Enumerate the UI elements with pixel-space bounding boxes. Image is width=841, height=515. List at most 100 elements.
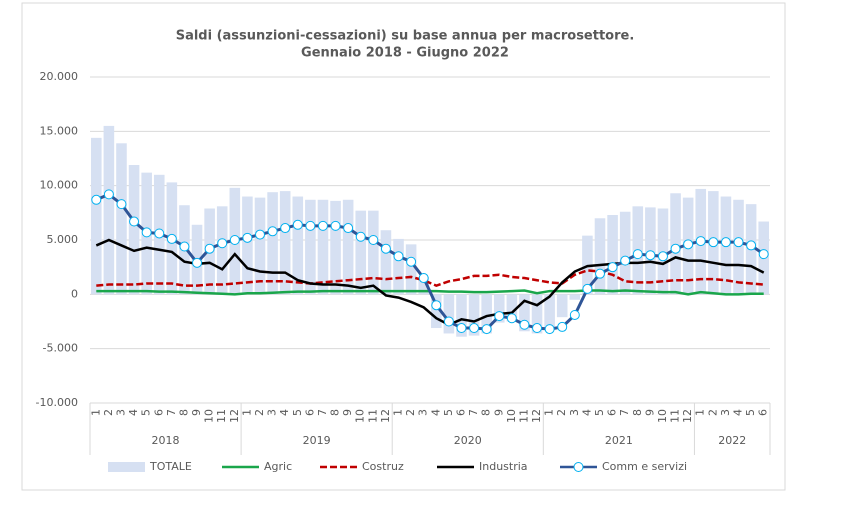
bar <box>91 137 102 295</box>
series-marker <box>179 241 190 252</box>
bar <box>355 210 367 295</box>
x-tick-label: 8 <box>631 409 644 416</box>
series-marker <box>380 243 391 254</box>
bar <box>103 125 115 295</box>
series-marker <box>129 216 140 227</box>
series-marker <box>620 255 631 266</box>
x-tick-label: 3 <box>417 409 430 416</box>
x-tick-label: 7 <box>165 409 178 416</box>
series-marker <box>481 324 492 335</box>
x-tick-label: 10 <box>656 409 669 423</box>
x-tick-label: 2 <box>555 409 568 416</box>
series-marker <box>355 231 366 242</box>
x-tick-label: 11 <box>366 409 379 423</box>
x-tick-label: 3 <box>266 409 279 416</box>
series-marker <box>544 324 555 335</box>
series-marker <box>141 227 152 238</box>
x-tick-label: 6 <box>303 409 316 416</box>
bar <box>254 197 266 295</box>
series-marker <box>431 300 442 311</box>
series-marker <box>229 235 240 245</box>
x-tick-label: 12 <box>379 409 392 423</box>
series-marker <box>116 199 127 210</box>
bar <box>556 294 568 318</box>
series-marker <box>758 249 769 260</box>
x-tick-label: 12 <box>530 409 543 423</box>
x-tick-label: 1 <box>240 409 253 416</box>
y-tick-label: 20.000 <box>40 70 79 83</box>
chart-title: Saldi (assunzioni-cessazioni) su base an… <box>176 29 635 44</box>
bar <box>594 218 606 295</box>
series-marker <box>582 283 593 294</box>
y-tick-label: 0 <box>71 287 78 300</box>
series-marker <box>418 273 429 284</box>
x-tick-label: 4 <box>429 409 442 416</box>
series-marker <box>720 237 731 248</box>
series-marker <box>166 233 177 244</box>
x-tick-label: 12 <box>228 409 241 423</box>
x-tick-label: 12 <box>681 409 694 423</box>
x-tick-label: 6 <box>757 409 770 416</box>
y-tick-label: 15.000 <box>40 124 79 137</box>
series-marker <box>657 251 668 262</box>
series-marker <box>192 257 203 268</box>
y-tick-label: 5.000 <box>47 233 79 246</box>
year-label: 2020 <box>454 434 482 447</box>
x-tick-label: 10 <box>354 409 367 423</box>
x-tick-label: 5 <box>140 409 153 416</box>
x-tick-label: 11 <box>669 409 682 423</box>
bar <box>405 244 417 295</box>
series-marker <box>519 319 530 330</box>
bar <box>519 294 530 332</box>
x-tick-label: 4 <box>127 409 140 416</box>
series-marker <box>317 220 328 231</box>
x-tick-label: 6 <box>606 409 619 416</box>
series-line <box>96 269 764 287</box>
series-marker <box>569 309 580 320</box>
x-tick-label: 5 <box>442 409 455 416</box>
bar <box>418 276 429 295</box>
bar <box>330 200 341 295</box>
x-tick-label: 8 <box>329 409 342 416</box>
series-marker <box>557 321 568 332</box>
y-tick-label: -5.000 <box>43 342 78 355</box>
x-tick-label: 7 <box>316 409 329 416</box>
x-tick-label: 5 <box>744 409 757 416</box>
bar <box>380 230 392 295</box>
series-marker <box>154 228 165 239</box>
series-marker <box>406 256 417 267</box>
year-label: 2022 <box>718 434 746 447</box>
bar <box>116 143 127 295</box>
legend-label: TOTALE <box>149 460 192 473</box>
series-marker <box>217 238 228 249</box>
legend-marker <box>573 462 584 472</box>
x-tick-label: 6 <box>152 409 165 416</box>
x-tick-label: 9 <box>190 409 203 416</box>
bar <box>342 199 354 295</box>
series-marker <box>242 232 253 243</box>
series-marker <box>280 223 291 234</box>
x-tick-label: 5 <box>593 409 606 416</box>
bar <box>468 294 480 336</box>
series-marker <box>267 226 278 237</box>
bar <box>317 199 329 295</box>
bar <box>506 294 518 322</box>
series-marker <box>343 223 354 234</box>
bar <box>619 211 631 295</box>
series-marker <box>695 236 706 247</box>
x-tick-label: 3 <box>568 409 581 416</box>
bar <box>305 199 316 295</box>
legend-label: Agric <box>264 460 292 473</box>
bar <box>431 294 442 329</box>
x-tick-label: 1 <box>89 409 102 416</box>
x-tick-label: 2 <box>404 409 417 416</box>
x-tick-label: 4 <box>732 409 745 416</box>
series-marker <box>733 237 744 248</box>
legend-label: Industria <box>479 460 528 473</box>
x-tick-label: 8 <box>480 409 493 416</box>
bar <box>368 210 379 295</box>
x-tick-label: 1 <box>543 409 556 416</box>
bar <box>279 191 291 295</box>
x-tick-label: 8 <box>177 409 190 416</box>
